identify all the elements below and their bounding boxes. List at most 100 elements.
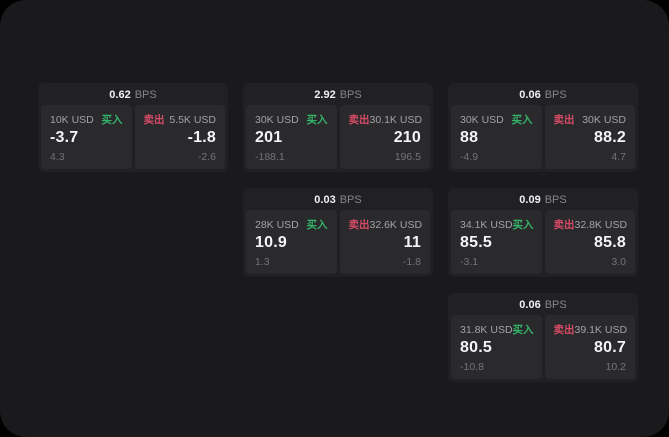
- bps-unit-label: BPS: [339, 89, 362, 101]
- buy-price: 10.9: [255, 234, 287, 251]
- card-header: 0.06 BPS: [451, 86, 635, 105]
- sell-notional: 30.1K USD: [369, 113, 423, 126]
- buy-notional: 30K USD: [255, 113, 299, 126]
- buy-notional: 34.1K USD: [460, 218, 513, 231]
- sell-panel-top: 卖出 32.8K USD: [553, 217, 628, 232]
- buy-delta: -10.8: [460, 361, 484, 373]
- buy-panel-top: 10K USD 买入: [50, 112, 123, 127]
- sell-notional: 39.1K USD: [574, 323, 628, 336]
- buy-panel[interactable]: 30K USD 买入 88 -4.9: [451, 105, 542, 169]
- sell-delta: -1.8: [402, 256, 421, 268]
- card-header: 0.62 BPS: [41, 86, 225, 105]
- sell-panel-top: 卖出 30.1K USD: [348, 112, 423, 127]
- sell-panel[interactable]: 卖出 30.1K USD 210 196.5: [339, 105, 430, 169]
- card-body: 10K USD 买入 -3.7 4.3 卖出 5.5K USD -1.8 -2.…: [41, 105, 225, 169]
- sell-price: 88.2: [594, 129, 626, 146]
- buy-notional: 30K USD: [460, 113, 504, 126]
- buy-panel-top: 28K USD 买入: [255, 217, 328, 232]
- buy-panel-top: 30K USD 买入: [460, 112, 533, 127]
- buy-panel[interactable]: 10K USD 买入 -3.7 4.3: [41, 105, 132, 169]
- buy-side-label: 买入: [306, 219, 328, 231]
- card-body: 31.8K USD 买入 80.5 -10.8 卖出 39.1K USD 80.…: [451, 315, 635, 379]
- sell-notional: 30K USD: [582, 113, 626, 126]
- sell-price: 85.8: [594, 234, 626, 251]
- buy-price: 80.5: [460, 339, 492, 356]
- buy-delta: -188.1: [255, 151, 285, 163]
- sell-delta: -2.6: [197, 151, 216, 163]
- buy-side-label: 买入: [512, 219, 534, 231]
- sell-price: 210: [393, 129, 421, 146]
- buy-price: 85.5: [460, 234, 492, 251]
- bps-unit-label: BPS: [339, 194, 362, 206]
- sell-price: 11: [403, 234, 421, 251]
- buy-notional: 31.8K USD: [460, 323, 513, 336]
- sell-price: 80.7: [594, 339, 626, 356]
- sell-delta: 196.5: [394, 151, 421, 163]
- sell-panel[interactable]: 卖出 30K USD 88.2 4.7: [544, 105, 635, 169]
- buy-panel-top: 34.1K USD 买入: [460, 217, 534, 232]
- sell-delta: 4.7: [611, 151, 626, 163]
- quote-card: 0.62 BPS 10K USD 买入 -3.7 4.3 卖出 5.5K USD…: [38, 83, 228, 172]
- bps-unit-label: BPS: [544, 89, 567, 101]
- bps-value: 0.62: [109, 89, 131, 101]
- sell-panel[interactable]: 卖出 5.5K USD -1.8 -2.6: [134, 105, 225, 169]
- sell-side-label: 卖出: [553, 114, 575, 126]
- bps-unit-label: BPS: [544, 194, 567, 206]
- sell-panel[interactable]: 卖出 39.1K USD 80.7 10.2: [544, 315, 635, 379]
- sell-panel-top: 卖出 5.5K USD: [144, 112, 217, 127]
- buy-side-label: 买入: [306, 114, 328, 126]
- sell-notional: 5.5K USD: [169, 113, 216, 126]
- sell-panel[interactable]: 卖出 32.6K USD 11 -1.8: [339, 210, 430, 274]
- sell-panel-top: 卖出 30K USD: [554, 112, 627, 127]
- sell-side-label: 卖出: [553, 324, 575, 336]
- card-body: 34.1K USD 买入 85.5 -3.1 卖出 32.8K USD 85.8…: [451, 210, 635, 274]
- card-header: 0.03 BPS: [246, 191, 430, 210]
- quote-card: 0.06 BPS 31.8K USD 买入 80.5 -10.8 卖出 39.1…: [448, 293, 638, 382]
- buy-panel[interactable]: 28K USD 买入 10.9 1.3: [246, 210, 337, 274]
- sell-panel-top: 卖出 32.6K USD: [348, 217, 423, 232]
- sell-delta: 10.2: [605, 361, 626, 373]
- sell-notional: 32.6K USD: [369, 218, 423, 231]
- card-body: 28K USD 买入 10.9 1.3 卖出 32.6K USD 11 -1.8: [246, 210, 430, 274]
- buy-notional: 28K USD: [255, 218, 299, 231]
- sell-side-label: 卖出: [553, 219, 575, 231]
- quote-card: 0.06 BPS 30K USD 买入 88 -4.9 卖出 30K USD 8…: [448, 83, 638, 172]
- buy-delta: -4.9: [460, 151, 479, 163]
- bps-unit-label: BPS: [134, 89, 157, 101]
- card-body: 30K USD 买入 88 -4.9 卖出 30K USD 88.2 4.7: [451, 105, 635, 169]
- buy-panel-top: 30K USD 买入: [255, 112, 328, 127]
- quote-grid: 0.62 BPS 10K USD 买入 -3.7 4.3 卖出 5.5K USD…: [38, 83, 638, 382]
- buy-delta: 4.3: [50, 151, 65, 163]
- sell-side-label: 卖出: [143, 114, 165, 126]
- bps-value: 0.06: [519, 299, 541, 311]
- bps-value: 0.06: [519, 89, 541, 101]
- buy-side-label: 买入: [512, 324, 534, 336]
- card-body: 30K USD 买入 201 -188.1 卖出 30.1K USD 210 1…: [246, 105, 430, 169]
- bps-value: 0.03: [314, 194, 336, 206]
- sell-side-label: 卖出: [348, 219, 370, 231]
- buy-panel[interactable]: 31.8K USD 买入 80.5 -10.8: [451, 315, 542, 379]
- card-header: 0.06 BPS: [451, 296, 635, 315]
- buy-notional: 10K USD: [50, 113, 94, 126]
- buy-delta: 1.3: [255, 256, 270, 268]
- sell-panel-top: 卖出 39.1K USD: [553, 322, 628, 337]
- card-header: 2.92 BPS: [246, 86, 430, 105]
- quote-card: 0.09 BPS 34.1K USD 买入 85.5 -3.1 卖出 32.8K…: [448, 188, 638, 277]
- buy-price: 88: [460, 129, 479, 146]
- buy-panel-top: 31.8K USD 买入: [460, 322, 534, 337]
- card-header: 0.09 BPS: [451, 191, 635, 210]
- buy-panel[interactable]: 34.1K USD 买入 85.5 -3.1: [451, 210, 542, 274]
- buy-side-label: 买入: [101, 114, 123, 126]
- bps-unit-label: BPS: [544, 299, 567, 311]
- sell-notional: 32.8K USD: [574, 218, 628, 231]
- sell-delta: 3.0: [611, 256, 626, 268]
- bps-value: 2.92: [314, 89, 336, 101]
- quote-card: 2.92 BPS 30K USD 买入 201 -188.1 卖出 30.1K …: [243, 83, 433, 172]
- sell-panel[interactable]: 卖出 32.8K USD 85.8 3.0: [544, 210, 635, 274]
- buy-price: 201: [255, 129, 283, 146]
- buy-price: -3.7: [50, 129, 79, 146]
- buy-panel[interactable]: 30K USD 买入 201 -188.1: [246, 105, 337, 169]
- buy-delta: -3.1: [460, 256, 479, 268]
- sell-side-label: 卖出: [348, 114, 370, 126]
- bps-value: 0.09: [519, 194, 541, 206]
